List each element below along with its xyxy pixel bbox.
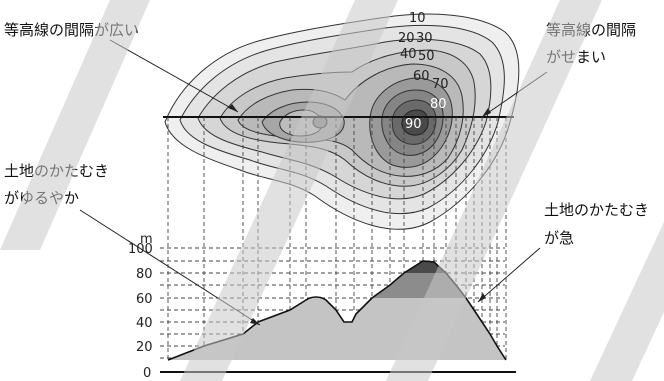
watermark-stripe bbox=[386, 0, 602, 381]
axis-tick-60: 60 bbox=[136, 292, 153, 307]
arrowhead bbox=[482, 108, 491, 117]
watermark-stripe bbox=[590, 222, 664, 381]
watermark-stripe bbox=[0, 0, 150, 250]
label-steep-slope-1: 土地のかたむき bbox=[544, 201, 649, 219]
arrowhead bbox=[250, 318, 260, 325]
arrowhead bbox=[228, 104, 238, 112]
contour-label-50: 50 bbox=[418, 49, 435, 64]
contour-label-90: 90 bbox=[405, 117, 422, 132]
contour-label-30: 30 bbox=[416, 31, 433, 46]
contour-label-40: 40 bbox=[400, 47, 417, 62]
axis-tick-40: 40 bbox=[136, 316, 153, 331]
contour-label-60: 60 bbox=[413, 69, 430, 84]
profile-axis: m 100 80 60 40 20 0 bbox=[128, 232, 516, 381]
watermark-stripe bbox=[180, 0, 398, 381]
axis-unit: m bbox=[140, 232, 153, 247]
contour-label-20: 20 bbox=[398, 31, 415, 46]
contour-labels: 10 20 30 40 50 60 70 80 90 bbox=[398, 11, 449, 132]
axis-tick-0: 0 bbox=[143, 366, 151, 381]
axis-tick-100: 100 bbox=[128, 242, 153, 257]
contour-label-80: 80 bbox=[430, 97, 447, 112]
arrow-wide-spacing bbox=[109, 39, 239, 113]
axis-tick-80: 80 bbox=[136, 267, 153, 282]
arrowhead bbox=[478, 293, 486, 302]
axis-tick-20: 20 bbox=[136, 340, 153, 355]
label-steep-slope-2: が急 bbox=[544, 229, 574, 247]
arrow-steep-slope bbox=[477, 247, 541, 303]
contour-label-10: 10 bbox=[409, 11, 426, 26]
contour-label-70: 70 bbox=[432, 77, 449, 92]
